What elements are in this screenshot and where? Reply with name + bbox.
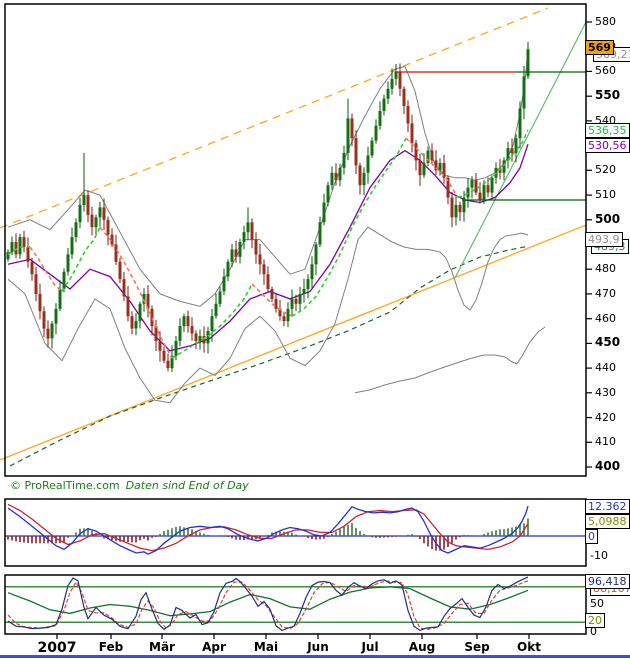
macd-zero-box: 0: [585, 529, 598, 544]
fast-ma-up: [171, 283, 253, 359]
x-label-okt: Okt: [517, 640, 541, 654]
fan-trendline: [454, 21, 587, 279]
fast-ma-down: [29, 246, 63, 293]
price-tick-520: 520: [595, 163, 616, 176]
x-label-sep: Sep: [464, 640, 490, 654]
price-tick-510: 510: [595, 188, 616, 201]
x-label-2007: 2007: [37, 640, 77, 656]
copyright-line: © ProRealTime.com Daten sind End of Day: [10, 479, 249, 492]
stoch-panel-border: [4, 574, 587, 635]
price-tick-410: 410: [595, 435, 616, 448]
macd-signal-value: 5,0988: [585, 514, 630, 529]
price-tick-470: 470: [595, 287, 616, 300]
x-label-mär: Mär: [149, 640, 175, 654]
price-tick-480: 480: [595, 262, 616, 275]
price-tick-420: 420: [595, 411, 616, 424]
price-tick-460: 460: [595, 312, 616, 325]
candlestick-series: [6, 41, 530, 372]
price-tick-450: 450: [595, 335, 621, 349]
fast-ma-down: [405, 137, 459, 198]
macd-signal-line: [7, 503, 529, 552]
price-tick-500: 500: [595, 212, 621, 226]
macd-panel: [4, 498, 587, 567]
macd-line-value: 12.362: [585, 499, 630, 514]
stochastic-panel: [4, 574, 587, 635]
macd-line: [7, 505, 529, 555]
fast-ma-down: [99, 226, 173, 359]
price-tick-560: 560: [595, 64, 616, 77]
long-ma-dashed: [9, 245, 529, 467]
fast-ma-up: [457, 129, 529, 199]
x-label-jul: Jul: [361, 640, 379, 654]
stoch-k-value: 96,418: [585, 574, 630, 589]
price-tick-440: 440: [595, 361, 616, 374]
price-tick-550: 550: [595, 88, 621, 102]
x-label-feb: Feb: [98, 640, 124, 654]
bollinger-lower: [7, 226, 529, 404]
copyright-source: © ProRealTime.com: [10, 479, 120, 492]
main-panel-border: [4, 3, 587, 477]
stoch-level-20-box: 20: [585, 613, 605, 628]
x-label-aug: Aug: [408, 640, 436, 654]
stoch-zero-label: 0: [590, 625, 597, 638]
fast-ma-up: [7, 246, 30, 256]
stoch-slow-line: [7, 586, 529, 617]
upper-channel-trendline: [0, 7, 549, 229]
main-price-panel: [0, 3, 587, 477]
bottom-accent-bar: [0, 655, 630, 658]
macd-min-label: -10: [590, 549, 608, 562]
x-label-jun: Jun: [307, 640, 329, 654]
secondary-band: [354, 326, 546, 394]
price-tick-580: 580: [595, 15, 616, 28]
last-price-label: 569: [585, 40, 614, 55]
support-trendline: [0, 224, 587, 461]
purple-ma-value: 530,56: [585, 138, 630, 153]
time-axis: [56, 634, 530, 639]
x-label-mai: Mai: [253, 640, 279, 654]
fast-ma-up: [291, 137, 407, 317]
stoch-k-line: [7, 576, 529, 632]
price-tick-430: 430: [595, 386, 616, 399]
bollinger-upper: [7, 48, 529, 307]
stoch-mid-label: 50: [590, 597, 604, 610]
lower-band-value: 493,9: [585, 232, 623, 247]
fast-ma-down: [251, 283, 293, 317]
x-label-apr: Apr: [202, 640, 226, 654]
fast-ma-value: 536,35: [585, 123, 630, 138]
data-note: Daten sind End of Day: [125, 479, 249, 492]
purple-ma: [7, 143, 529, 352]
fast-ma-up: [61, 226, 101, 292]
price-tick-400: 400: [595, 459, 621, 473]
